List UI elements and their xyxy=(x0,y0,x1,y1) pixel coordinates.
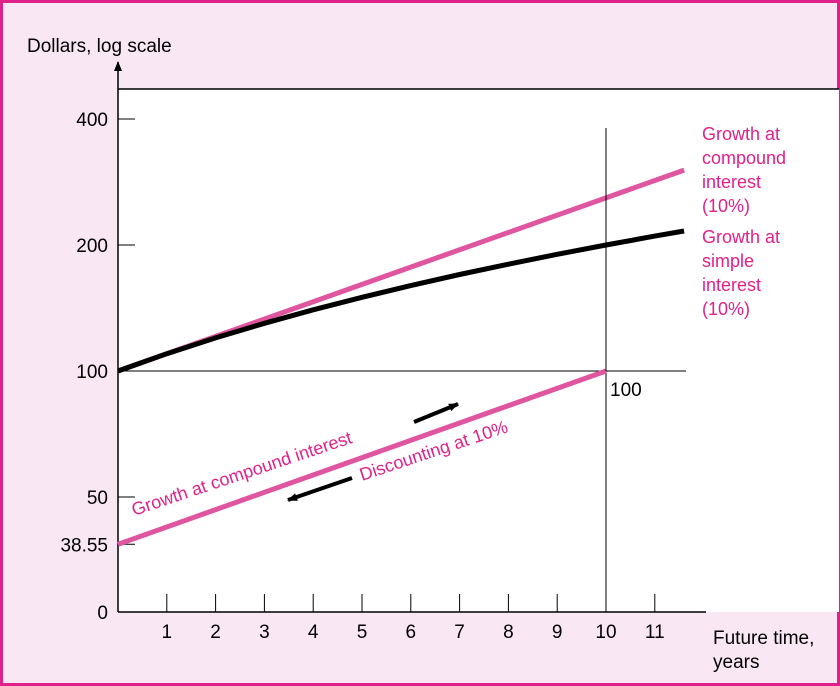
x-axis-title-line2: years xyxy=(713,652,759,673)
y-tick-label: 200 xyxy=(76,236,108,257)
x-tick-label: 8 xyxy=(503,622,514,643)
series-label-line: interest xyxy=(702,172,761,192)
x-tick-label: 7 xyxy=(454,622,465,643)
plot-area xyxy=(118,89,839,612)
x-tick-label: 10 xyxy=(595,622,616,643)
series-label-line: compound xyxy=(702,148,786,168)
x-tick-label: 3 xyxy=(259,622,270,643)
y-axis-title: Dollars, log scale xyxy=(27,36,172,57)
x-tick-label: 11 xyxy=(645,622,665,643)
end-value-label: 100 xyxy=(610,380,642,401)
x-tick-label: 1 xyxy=(162,622,173,643)
growth-direction-arrow xyxy=(413,402,459,424)
x-tick-label: 9 xyxy=(552,622,563,643)
series-label-line: (10%) xyxy=(702,196,750,216)
y-tick-label: 400 xyxy=(76,110,108,131)
series-label-line: simple xyxy=(702,251,754,271)
x-tick-label: 2 xyxy=(210,622,221,643)
y-tick-label: 50 xyxy=(87,488,108,509)
discount-direction-arrow xyxy=(287,476,353,502)
series-label-line: (10%) xyxy=(702,299,750,319)
series-label-line: Growth at xyxy=(702,124,780,144)
y-tick-label: 0 xyxy=(97,603,108,624)
simple-series-label: Growth at simple interest (10%) xyxy=(702,227,780,319)
x-axis-title-line1: Future time, xyxy=(713,628,814,649)
series-label-line: Growth at xyxy=(702,227,780,247)
compound-series-label: Growth at compound interest (10%) xyxy=(702,124,786,216)
series-line-discount xyxy=(117,368,607,547)
y-tick-label: 100 xyxy=(76,362,108,383)
x-tick-label: 5 xyxy=(357,622,368,643)
x-tick-label: 6 xyxy=(406,622,417,643)
y-tick-label: 38.55 xyxy=(60,535,108,556)
chart: Dollars, log scale Future time, years 40… xyxy=(27,36,839,673)
series-label-line: interest xyxy=(702,275,761,295)
x-tick-label: 4 xyxy=(308,622,319,643)
